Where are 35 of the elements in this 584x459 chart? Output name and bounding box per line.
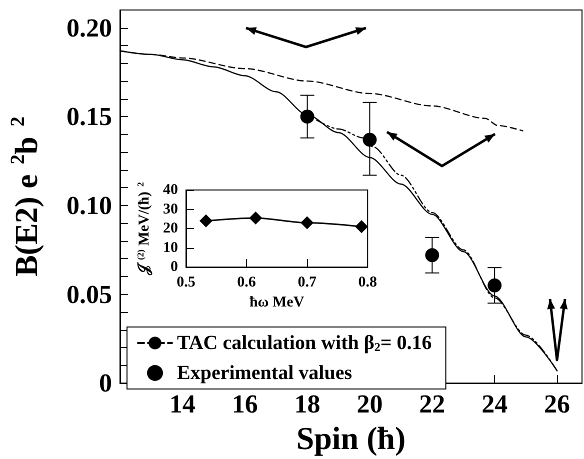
x-tick-label: 24	[482, 390, 508, 419]
x-tick-label: 0.7	[298, 274, 317, 291]
y-tick-label: 0	[170, 259, 178, 276]
x-axis-title: Spin (ħ)	[296, 420, 406, 456]
x-tick-label: 18	[294, 390, 320, 419]
y-axis-title: 𝒥(2) MeV/(ħ)2	[136, 182, 153, 276]
point	[425, 248, 440, 262]
point	[355, 220, 368, 234]
y-tick-label: 0.10	[66, 190, 112, 220]
point	[249, 211, 262, 224]
x-tick-label: 14	[169, 390, 196, 419]
x-tick-label: 0.6	[237, 274, 256, 291]
y-tick-label: 0	[99, 368, 112, 398]
y-tick-label: 20	[163, 220, 178, 237]
y-tick-label: 0.20	[66, 13, 112, 42]
y-tick-label: 0.05	[66, 280, 112, 309]
legend-label: TAC calculation with β2= 0.16	[177, 332, 432, 354]
y-tick-label: 30	[163, 201, 178, 218]
y-axis-title: B(E2) e2b2	[7, 116, 44, 277]
x-axis-title: ħω MeV	[249, 294, 304, 310]
x-tick-label: 26	[544, 390, 570, 419]
point	[488, 278, 502, 292]
x-tick-label: 0.8	[358, 274, 377, 291]
y-tick-label: 0.15	[66, 102, 112, 132]
legend-label: Experimental values	[177, 362, 352, 384]
x-tick-label: 20	[356, 390, 383, 419]
x-tick-label: 22	[419, 390, 446, 419]
x-tick-label: 16	[232, 390, 258, 419]
point	[362, 132, 377, 147]
point	[199, 214, 212, 228]
point	[300, 110, 314, 124]
x-tick-label: 0.5	[176, 274, 196, 291]
point	[300, 216, 314, 230]
y-tick-label: 40	[163, 182, 178, 198]
y-tick-label: 10	[163, 240, 178, 256]
